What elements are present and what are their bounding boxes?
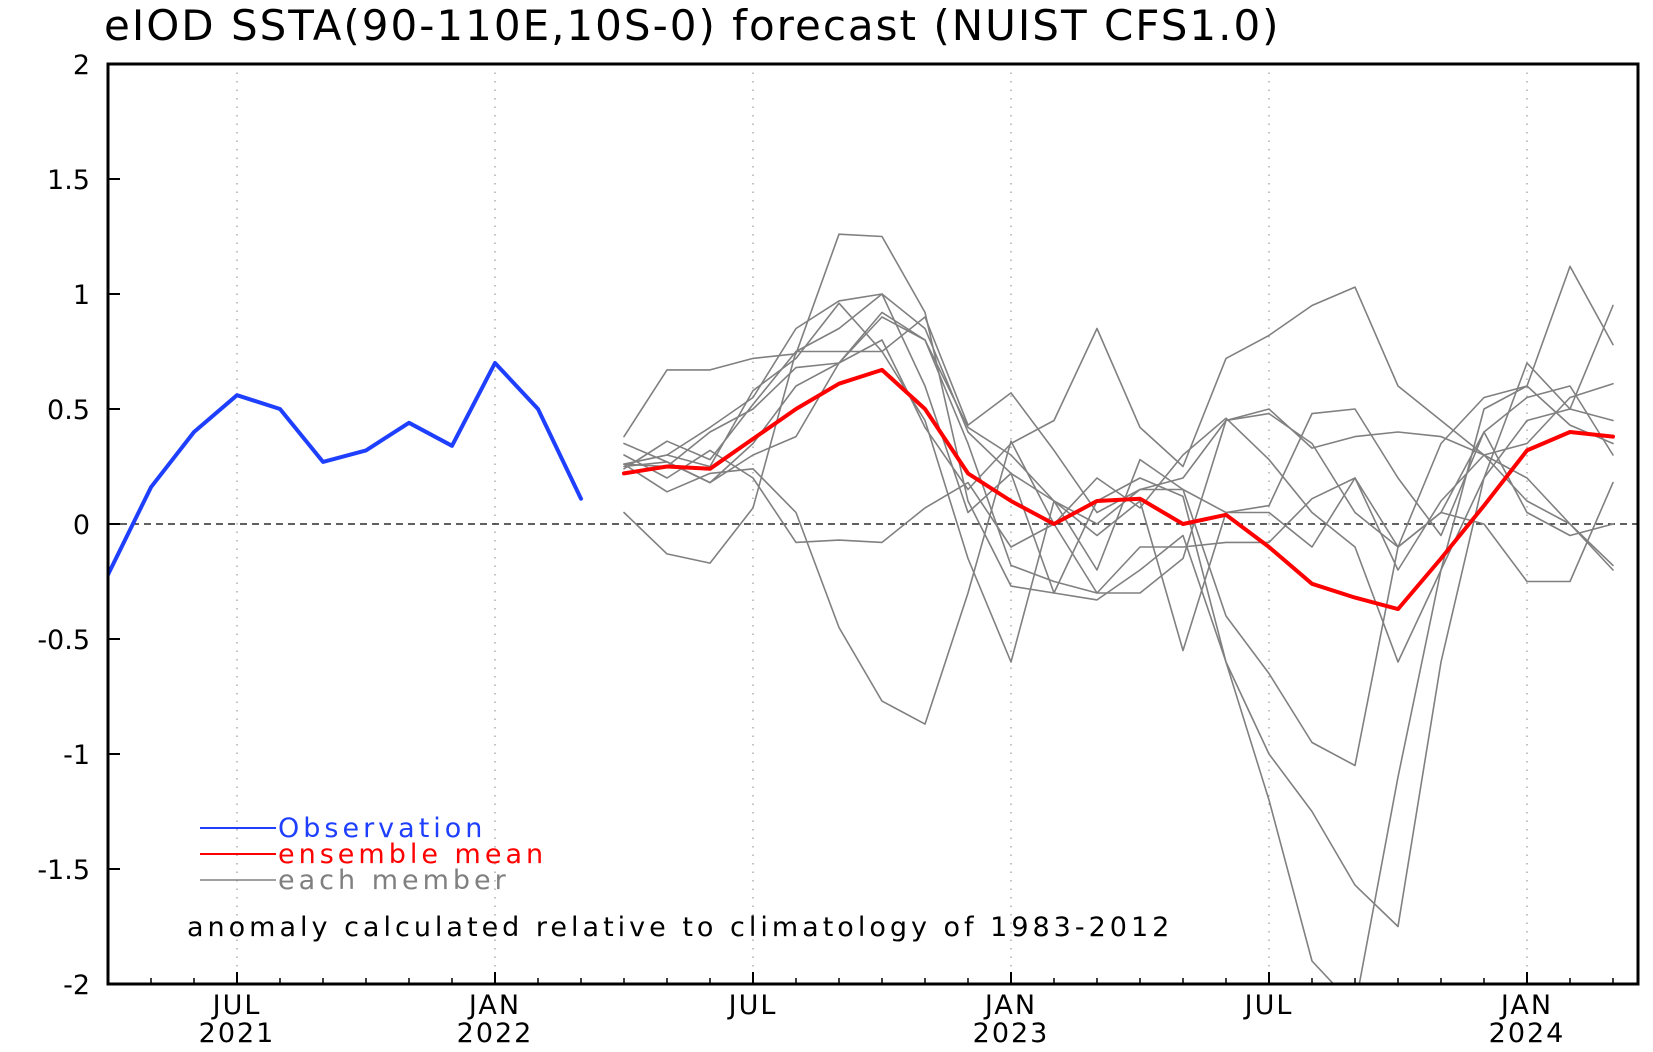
member-lines (623, 233, 1614, 984)
y-tick-label: -1 (63, 740, 90, 771)
x-tick-label-month: JUL (211, 990, 262, 1021)
x-tick-label-year: 2024 (1489, 1018, 1566, 1049)
legend-label-each-member: each member (278, 865, 510, 896)
y-tick-label: 2 (73, 50, 90, 81)
member-line-7 (623, 412, 1614, 725)
observation-line (108, 361, 583, 577)
observation-line-group (108, 361, 583, 577)
x-tick-label-month: JUL (1243, 990, 1294, 1021)
member-line-6 (623, 286, 1614, 571)
climatology-note: anomaly calculated relative to climatolo… (187, 912, 1173, 943)
y-axis: 2 1.5 1 0.5 0 -0.5 -1 -1.5 -2 (37, 50, 120, 1001)
y-tick-label: 1.5 (47, 165, 90, 196)
y-tick-label: -2 (63, 970, 90, 1001)
y-tick-label: 1 (73, 280, 90, 311)
y-tick-label: -0.5 (37, 625, 90, 656)
member-line-8 (623, 311, 1614, 594)
y-tick-label: 0.5 (47, 395, 90, 426)
x-tick-label-month: JAN (467, 990, 521, 1021)
legend-label-ensemble-mean: ensemble mean (278, 839, 547, 870)
chart-title: eIOD SSTA(90-110E,10S-0) forecast (NUIST… (104, 1, 1281, 50)
x-tick-label-year: 2022 (457, 1018, 534, 1049)
member-line-4 (623, 316, 1614, 567)
x-tick-label-year: 2023 (973, 1018, 1050, 1049)
x-tick-label-month: JUL (727, 990, 778, 1021)
member-line-1 (623, 233, 1614, 984)
ensemble-mean-line-group (622, 367, 1615, 612)
x-tick-label-year: 2021 (199, 1018, 276, 1049)
y-tick-label: 0 (73, 510, 90, 541)
member-line-3 (623, 293, 1614, 652)
x-tick-label-month: JAN (1499, 990, 1553, 1021)
member-line-10 (623, 408, 1614, 663)
member-line-2 (623, 293, 1614, 928)
y-tick-label: -1.5 (37, 855, 90, 886)
ensemble-mean-line (622, 367, 1615, 612)
x-tick-label-month: JAN (983, 990, 1037, 1021)
member-line-5 (623, 350, 1614, 767)
legend: Observation ensemble mean each member (200, 813, 547, 896)
legend-label-observation: Observation (278, 813, 486, 844)
